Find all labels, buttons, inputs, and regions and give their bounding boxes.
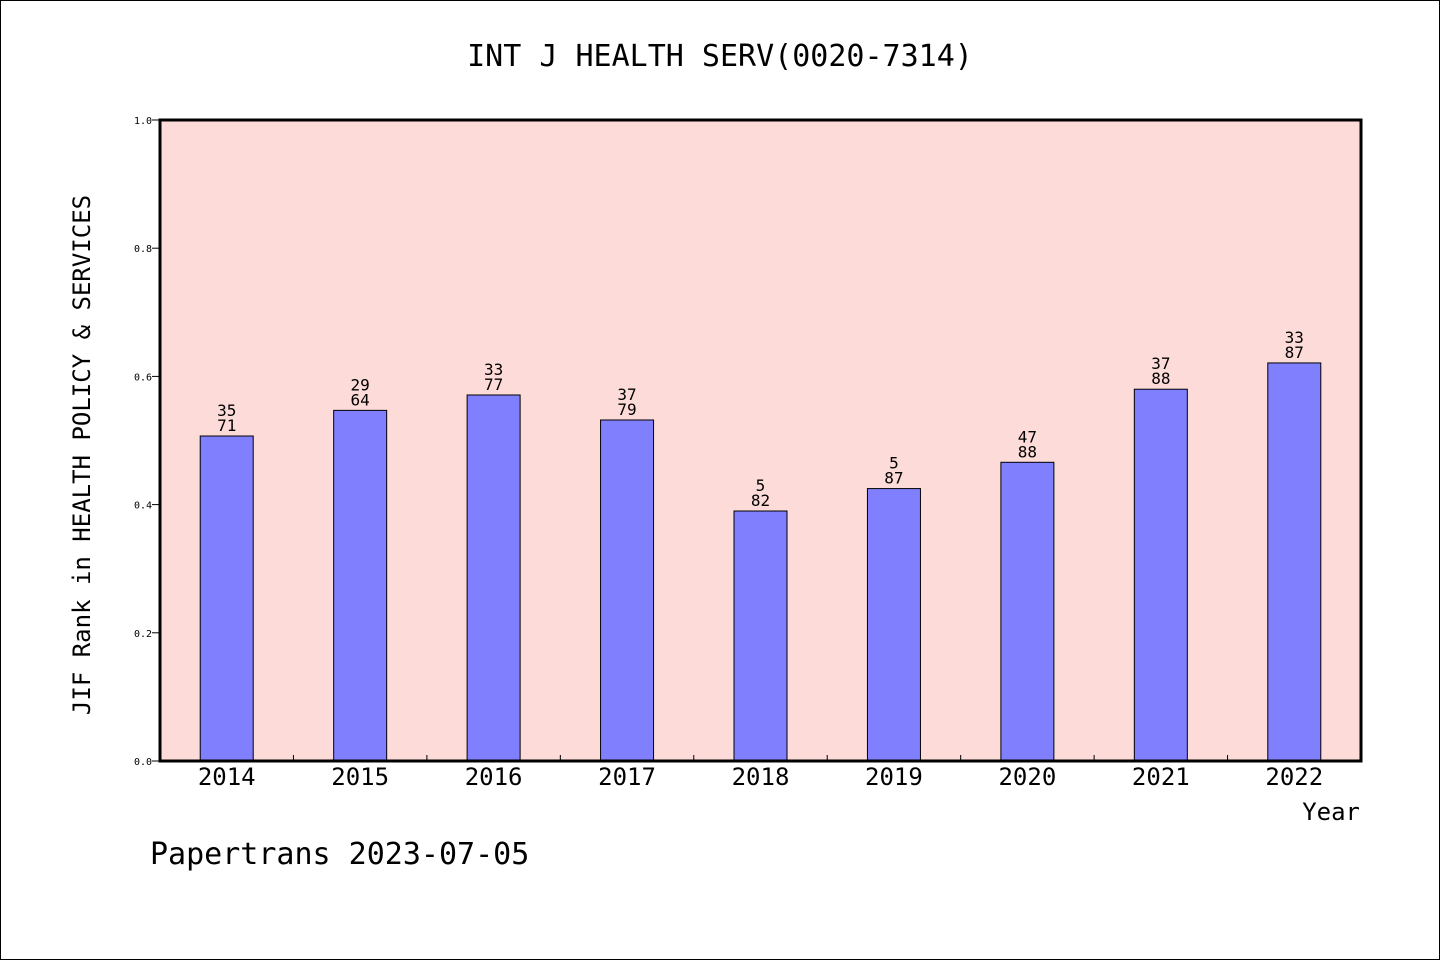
y-tick-label: 0.4: [134, 501, 152, 512]
bar-2014: [199, 435, 254, 762]
bar-2015: [333, 409, 388, 762]
bar-rank-label: 29: [351, 375, 370, 394]
y-axis: 0.0 0.2 0.4 0.6 0.8 1.0: [134, 116, 160, 768]
bar-2019: [866, 488, 921, 762]
y-tick-label: 0.2: [134, 629, 152, 640]
bar-total-label: 71: [217, 416, 236, 435]
bar-2017: [600, 419, 655, 762]
x-tick-label: 2022: [1265, 763, 1323, 791]
bar-2016: [466, 394, 521, 762]
bar-2018: [733, 510, 788, 762]
bar-rank-label: 33: [484, 360, 503, 379]
bar-rank-label: 33: [1285, 328, 1304, 347]
bar-2020: [1000, 461, 1055, 762]
bar-rank-label: 47: [1018, 427, 1037, 446]
x-tick-label: 2020: [998, 763, 1056, 791]
y-tick-label: 1.0: [134, 116, 152, 127]
bar-rank-label: 5: [756, 476, 766, 495]
bar-total-label: 88: [1018, 442, 1037, 461]
y-tick-label: 0.6: [134, 372, 152, 383]
plot-border: [158, 118, 1363, 763]
bar-total-label: 64: [351, 390, 370, 409]
bar-total-label: 87: [1285, 343, 1304, 362]
bar-2021: [1133, 388, 1188, 762]
y-axis-title: JIF Rank in HEALTH POLICY & SERVICES: [68, 195, 96, 715]
bar-total-label: 87: [884, 469, 903, 488]
bars: [199, 362, 1322, 762]
x-tick-label: 2015: [331, 763, 389, 791]
bar-total-label: 79: [617, 400, 636, 419]
x-axis-title: Year: [1302, 798, 1360, 826]
bar-total-label: 82: [751, 491, 770, 510]
x-tick-label: 2016: [465, 763, 523, 791]
chart-title: INT J HEALTH SERV(0020-7314): [467, 39, 973, 74]
bar-rank-label: 37: [1151, 354, 1170, 373]
bar-total-label: 88: [1151, 369, 1170, 388]
x-tick-label: 2019: [865, 763, 923, 791]
x-tick-label: 2017: [598, 763, 656, 791]
bar-rank-label: 5: [889, 454, 899, 473]
x-tick-label: 2021: [1132, 763, 1190, 791]
y-tick-label: 0.8: [134, 244, 152, 255]
bar-rank-label: 35: [217, 401, 236, 420]
bar-total-label: 77: [484, 375, 503, 394]
y-tick-label: 0.0: [134, 757, 152, 768]
footer-credit: Papertrans 2023-07-05: [150, 837, 529, 872]
x-tick-label: 2018: [732, 763, 790, 791]
bar-2022: [1267, 362, 1322, 762]
x-axis: 2014 2015 2016 2017 2018 2019 2020 2021 2022: [198, 755, 1323, 791]
bar-rank-label: 37: [617, 385, 636, 404]
x-tick-label: 2014: [198, 763, 256, 791]
